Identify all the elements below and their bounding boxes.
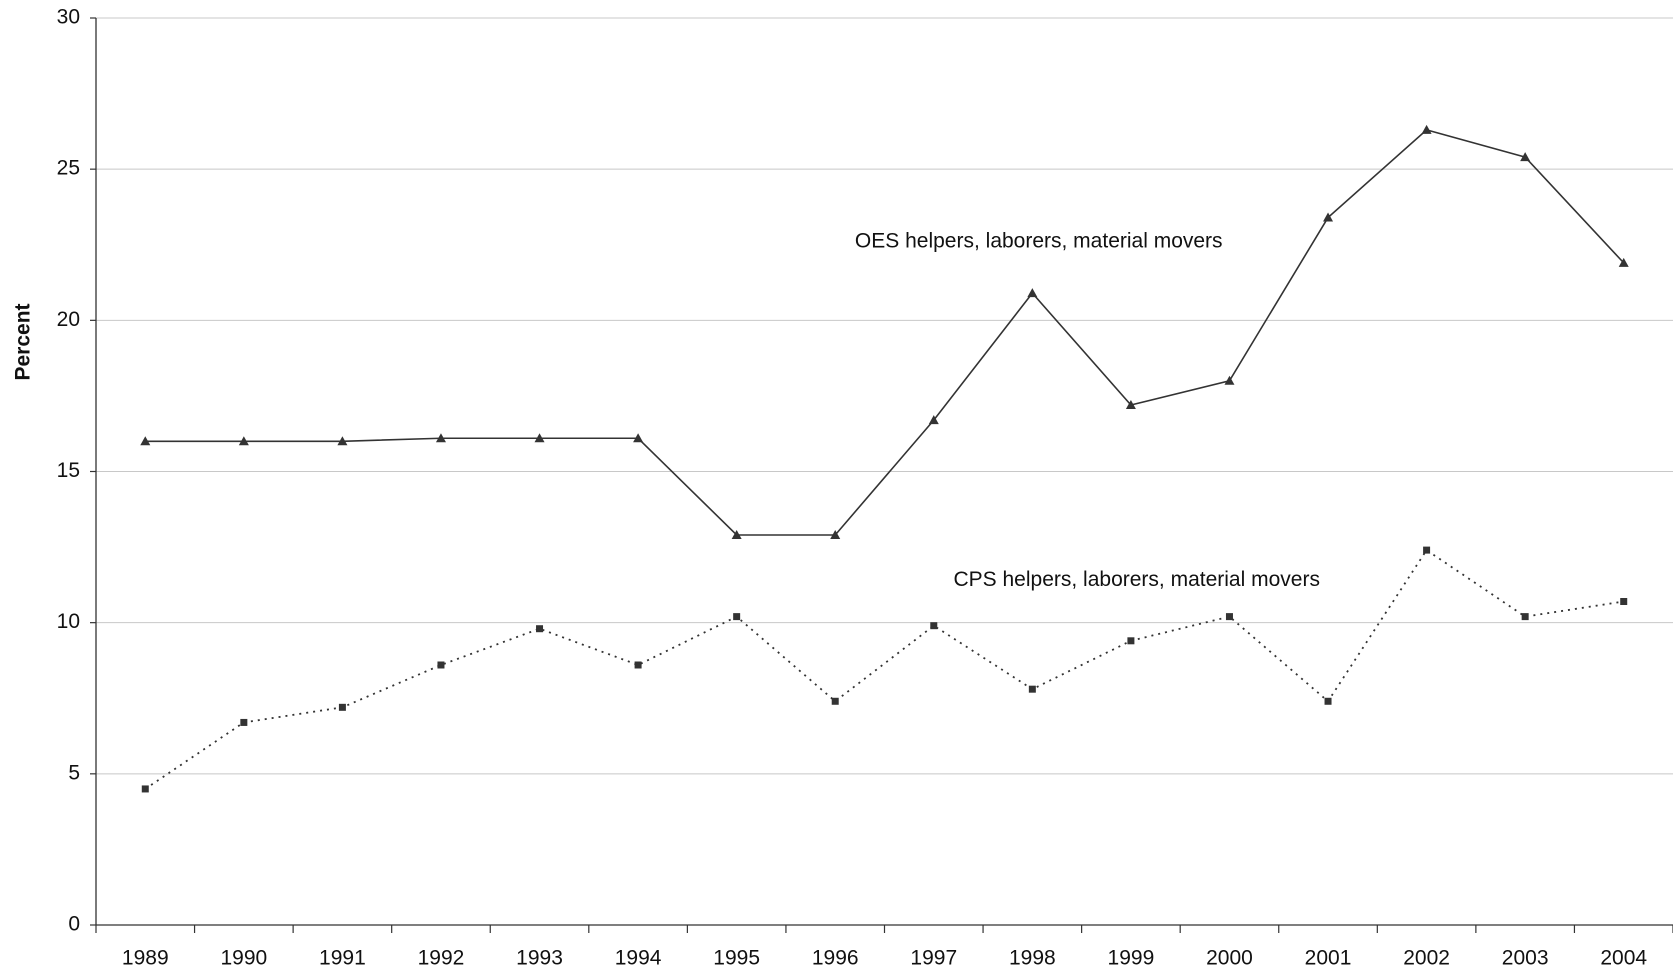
marker [733, 613, 741, 621]
x-tick-label: 2002 [1403, 947, 1450, 970]
marker [536, 625, 544, 633]
x-tick-label: 1996 [812, 947, 859, 970]
marker [830, 529, 841, 539]
series-label: OES helpers, laborers, material movers [855, 229, 1223, 252]
marker [1324, 697, 1332, 705]
y-tick-label: 0 [68, 913, 80, 936]
y-tick-label: 10 [57, 610, 80, 633]
y-tick-label: 30 [57, 6, 80, 29]
marker [1520, 152, 1531, 162]
marker [930, 622, 938, 630]
marker [140, 436, 151, 446]
marker [1521, 613, 1529, 621]
marker [633, 433, 644, 443]
marker [435, 433, 446, 443]
marker [731, 529, 742, 539]
series-line [145, 128, 1625, 536]
series-line [144, 548, 1624, 790]
series-label: CPS helpers, laborers, material movers [953, 568, 1319, 591]
x-tick-label: 1992 [418, 947, 465, 970]
x-tick-label: 1997 [910, 947, 957, 970]
marker [1423, 546, 1431, 554]
marker [1323, 212, 1334, 222]
marker [1421, 124, 1432, 134]
marker [238, 436, 249, 446]
x-tick-label: 2001 [1305, 947, 1352, 970]
y-axis-label: Percent [12, 303, 35, 380]
marker [831, 697, 839, 705]
x-tick-label: 1989 [122, 947, 169, 970]
marker [1225, 613, 1233, 621]
x-tick-label: 1998 [1009, 947, 1056, 970]
y-tick-label: 25 [57, 157, 80, 180]
marker [338, 703, 346, 711]
marker [1028, 685, 1036, 693]
marker [1027, 288, 1038, 298]
x-tick-label: 1994 [615, 947, 662, 970]
marker [1620, 598, 1628, 606]
marker [437, 661, 445, 669]
marker [240, 718, 248, 726]
x-tick-label: 2000 [1206, 947, 1253, 970]
marker [1125, 399, 1136, 409]
y-tick-label: 5 [68, 761, 80, 784]
marker [1618, 257, 1629, 267]
marker [634, 661, 642, 669]
x-tick-label: 1990 [220, 947, 267, 970]
x-tick-label: 1991 [319, 947, 366, 970]
x-tick-label: 1993 [516, 947, 563, 970]
marker [337, 436, 348, 446]
marker [141, 785, 149, 793]
y-tick-label: 20 [57, 308, 80, 331]
x-tick-label: 1999 [1108, 947, 1155, 970]
x-tick-label: 1995 [713, 947, 760, 970]
x-tick-label: 2004 [1600, 947, 1647, 970]
marker [1224, 375, 1235, 385]
marker [1127, 637, 1135, 645]
marker [928, 415, 939, 425]
x-tick-label: 2003 [1502, 947, 1549, 970]
marker [534, 433, 545, 443]
y-tick-label: 15 [57, 459, 80, 482]
